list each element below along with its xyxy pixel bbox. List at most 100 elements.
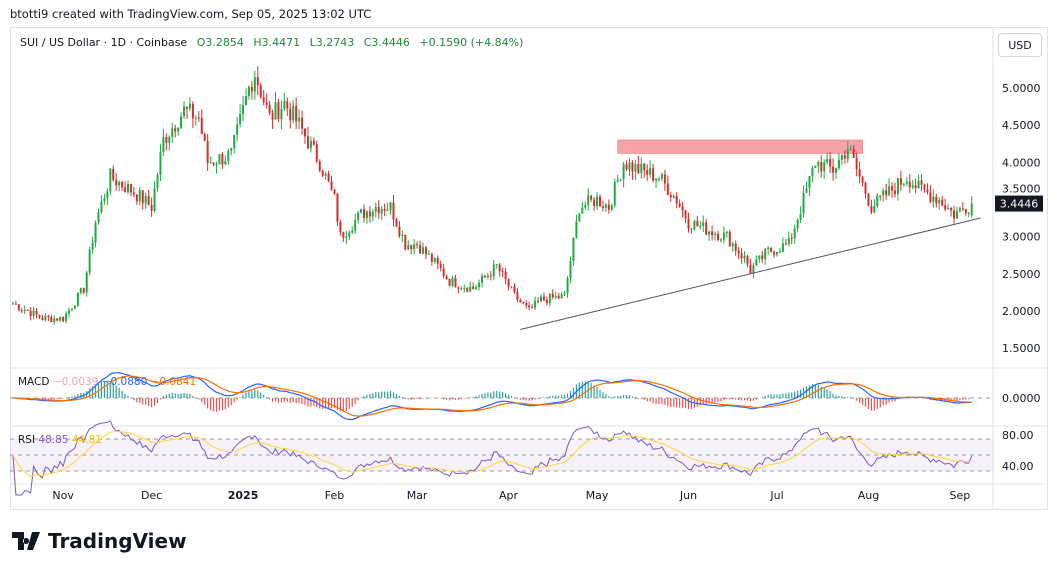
candle-body bbox=[91, 242, 94, 250]
candle-body bbox=[938, 199, 941, 204]
candle-body bbox=[669, 195, 672, 198]
candle-body bbox=[593, 199, 596, 207]
macd-value: −0.0880 bbox=[101, 376, 148, 388]
candle-body bbox=[599, 196, 601, 207]
candle-body bbox=[811, 167, 814, 177]
time-tick: Aug bbox=[858, 489, 879, 502]
candle-body bbox=[902, 183, 905, 185]
candle-body bbox=[950, 208, 953, 211]
candle-body bbox=[271, 112, 274, 120]
candle-body bbox=[781, 243, 784, 252]
candle-body bbox=[820, 162, 823, 172]
candle-body bbox=[65, 313, 68, 322]
candle-body bbox=[44, 315, 47, 321]
candle-body bbox=[944, 205, 947, 210]
candle-body bbox=[926, 189, 929, 193]
candle-body bbox=[784, 243, 787, 245]
time-tick: Feb bbox=[325, 489, 344, 502]
candle-body bbox=[793, 228, 796, 239]
candle-body bbox=[740, 253, 743, 259]
symbol-legend: SUI / US Dollar · 1D · Coinbase O3.2854 … bbox=[20, 36, 523, 49]
candle-body bbox=[778, 251, 781, 253]
candle-body bbox=[312, 140, 315, 145]
candle-body bbox=[743, 256, 746, 259]
candle-body bbox=[386, 209, 389, 211]
candle-body bbox=[719, 239, 722, 241]
candle-body bbox=[14, 303, 17, 305]
macd-signal-line bbox=[12, 375, 972, 417]
tradingview-logo[interactable]: TradingView bbox=[12, 529, 187, 553]
candle-body bbox=[150, 204, 153, 211]
candle-body bbox=[38, 314, 41, 318]
macd-hist-value: −0.0039 bbox=[52, 376, 99, 388]
candle-body bbox=[967, 212, 970, 214]
candle-body bbox=[658, 178, 660, 180]
candle-body bbox=[141, 190, 144, 204]
candle-body bbox=[805, 188, 808, 193]
candle-body bbox=[445, 276, 448, 280]
candle-body bbox=[416, 244, 419, 246]
candle-body bbox=[227, 150, 230, 161]
candle-body bbox=[47, 315, 50, 317]
close-value: C3.4446 bbox=[363, 36, 410, 49]
candle-body bbox=[106, 191, 109, 199]
candle-body bbox=[206, 141, 209, 164]
candle-body bbox=[298, 117, 301, 122]
candle-body bbox=[306, 136, 309, 149]
candle-body bbox=[814, 166, 817, 168]
candle-body bbox=[516, 292, 519, 300]
candle-body bbox=[717, 233, 719, 240]
candle-body bbox=[327, 173, 330, 182]
candle-body bbox=[734, 243, 737, 251]
candle-body bbox=[469, 286, 472, 292]
candle-body bbox=[604, 204, 607, 208]
currency-button[interactable]: USD bbox=[998, 33, 1042, 57]
candle-body bbox=[330, 181, 333, 190]
candle-body bbox=[424, 247, 427, 255]
candle-body bbox=[188, 103, 191, 109]
time-tick: Mar bbox=[407, 489, 428, 502]
candle-body bbox=[519, 299, 522, 303]
candle-body bbox=[68, 309, 70, 314]
candle-body bbox=[590, 195, 593, 200]
candle-body bbox=[115, 179, 118, 186]
candle-body bbox=[256, 77, 259, 86]
candle-body bbox=[472, 286, 475, 290]
candle-body bbox=[118, 181, 121, 186]
candle-body bbox=[917, 180, 920, 189]
candle-body bbox=[85, 272, 88, 293]
candle-body bbox=[767, 247, 770, 250]
candle-body bbox=[628, 162, 631, 170]
time-tick: May bbox=[586, 489, 609, 502]
rsi-tick: 80.00 bbox=[1002, 429, 1034, 442]
candle-body bbox=[23, 309, 26, 311]
candle-body bbox=[73, 305, 76, 309]
candle-body bbox=[138, 190, 141, 202]
time-tick: 2025 bbox=[228, 489, 259, 502]
time-tick: Apr bbox=[499, 489, 519, 502]
candle-body bbox=[896, 178, 899, 194]
candle-body bbox=[221, 154, 224, 165]
candle-body bbox=[867, 193, 870, 206]
candle-body bbox=[475, 287, 478, 290]
candle-body bbox=[230, 148, 233, 151]
candle-body bbox=[572, 237, 575, 262]
candle-body bbox=[663, 174, 666, 184]
candle-body bbox=[224, 160, 227, 165]
candle-body bbox=[209, 162, 212, 164]
candle-body bbox=[186, 106, 188, 109]
candle-body bbox=[843, 155, 846, 159]
rsi-tick: 40.00 bbox=[1002, 460, 1034, 473]
candle-body bbox=[171, 128, 174, 137]
candle-body bbox=[489, 275, 492, 277]
candle-body bbox=[94, 222, 97, 243]
candle-body bbox=[233, 134, 236, 149]
candle-body bbox=[846, 149, 849, 159]
rsi-legend: RSI 48.85 44.81 bbox=[18, 434, 102, 446]
candle-body bbox=[507, 279, 510, 287]
price-tick: 3.0000 bbox=[1002, 231, 1041, 244]
candle-body bbox=[655, 178, 658, 181]
candle-body bbox=[363, 209, 365, 219]
candle-body bbox=[153, 188, 156, 211]
